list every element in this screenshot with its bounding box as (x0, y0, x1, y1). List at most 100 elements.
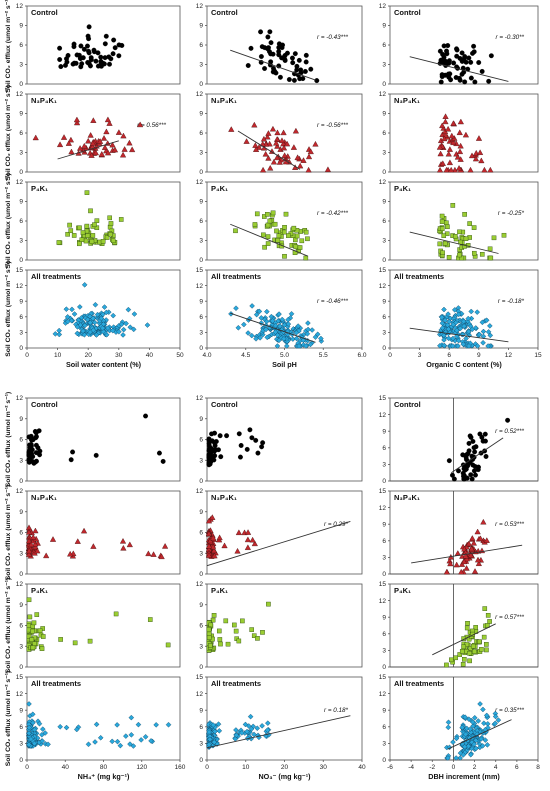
data-point (282, 253, 287, 259)
data-point (477, 701, 483, 707)
data-point (473, 745, 479, 752)
data-point (458, 568, 465, 575)
data-point (87, 313, 93, 320)
data-point (466, 55, 472, 61)
y-tick-label: 9 (382, 707, 386, 714)
y-tick-label: 3 (199, 62, 203, 69)
data-point (467, 552, 474, 558)
data-point (293, 237, 298, 243)
data-point (318, 335, 324, 342)
data-point (476, 149, 484, 155)
data-point (279, 316, 285, 323)
data-point (297, 245, 303, 250)
data-point (446, 458, 452, 464)
y-tick-label: 12 (196, 91, 204, 98)
x-tick-label: 4 (494, 764, 498, 771)
data-point (491, 235, 497, 241)
trend-line (411, 544, 523, 564)
data-point (29, 637, 35, 642)
y-tick-label: 12 (196, 179, 204, 186)
data-point (64, 318, 71, 325)
data-point (463, 456, 469, 462)
y-axis-label: Soil CO₂ efflux (umol m⁻² s⁻¹) (5, 392, 12, 488)
data-point (305, 153, 313, 160)
data-point (74, 52, 80, 58)
y-tick-label: 15 (196, 674, 204, 681)
data-point (441, 337, 447, 343)
y-tick-label: 12 (379, 505, 387, 512)
y-tick-label: 15 (379, 674, 387, 681)
data-point (221, 542, 228, 549)
panel-title: N₃P₄K₁ (31, 96, 57, 105)
x-tick-label: 6.0 (357, 352, 366, 359)
data-point (205, 517, 213, 524)
data-point (439, 74, 445, 80)
data-point (441, 233, 447, 238)
y-tick-label: 0 (382, 257, 386, 264)
y-tick-label: 9 (382, 199, 386, 206)
y-tick-label: 0 (19, 571, 23, 578)
data-point (282, 57, 288, 62)
data-point (34, 547, 41, 554)
data-point (276, 49, 282, 54)
panel-figure_bottom-r1-c1: 0 3 6 9 12 N₃P₄K₁ r = 0.29* (196, 488, 363, 578)
y-tick-label: 3 (199, 238, 203, 245)
data-point (450, 120, 457, 126)
data-point (448, 166, 455, 173)
data-point (259, 723, 265, 729)
data-point (69, 306, 75, 313)
data-point (262, 244, 267, 250)
x-tick-label: -6 (387, 764, 393, 771)
panel-figure_top-r0-c1: 0 3 6 9 12 Control r = -0.43*** (196, 3, 363, 88)
data-point (291, 225, 297, 231)
data-point (468, 152, 476, 159)
data-point (128, 732, 135, 738)
y-tick-label: 3 (199, 150, 203, 157)
data-point (87, 132, 94, 138)
data-point (63, 62, 68, 68)
x-tick-label: 12 (505, 352, 513, 359)
data-point (465, 315, 472, 322)
data-point (162, 543, 169, 549)
y-tick-label: 3 (382, 238, 386, 245)
data-point (125, 306, 132, 313)
data-point (471, 468, 477, 474)
data-point (462, 212, 467, 217)
y-tick-label: 9 (199, 23, 203, 30)
data-point (276, 311, 282, 317)
data-point (459, 648, 465, 654)
data-point (468, 75, 474, 81)
panel-frame (26, 676, 181, 761)
data-point (126, 541, 133, 548)
data-point (463, 59, 469, 65)
data-point (312, 334, 319, 340)
data-point (32, 543, 39, 550)
data-point (470, 539, 477, 546)
data-point (130, 326, 137, 333)
data-point (208, 622, 214, 628)
y-tick-label: 9 (199, 199, 203, 206)
y-tick-label: 3 (19, 550, 23, 557)
data-point (303, 229, 309, 235)
y-tick-label: 6 (199, 314, 203, 321)
y-tick-label: 12 (196, 395, 204, 402)
data-point (26, 450, 32, 456)
data-point (451, 60, 457, 66)
data-point (111, 146, 119, 153)
data-point (443, 166, 450, 173)
data-point (126, 139, 133, 146)
y-tick-label: 9 (382, 614, 386, 621)
data-point (467, 751, 474, 758)
data-point (26, 730, 32, 737)
y-tick-label: 9 (199, 602, 203, 609)
data-point (462, 244, 467, 249)
panel-frame (26, 93, 181, 173)
data-point (274, 343, 281, 349)
data-point (280, 144, 288, 151)
data-point (114, 738, 121, 745)
data-point (73, 119, 81, 126)
data-point (467, 166, 474, 173)
data-point (26, 459, 32, 465)
data-point (437, 241, 443, 247)
y-axis-label: Soil CO₂ efflux (umol m⁻² s⁻¹) (5, 85, 12, 181)
